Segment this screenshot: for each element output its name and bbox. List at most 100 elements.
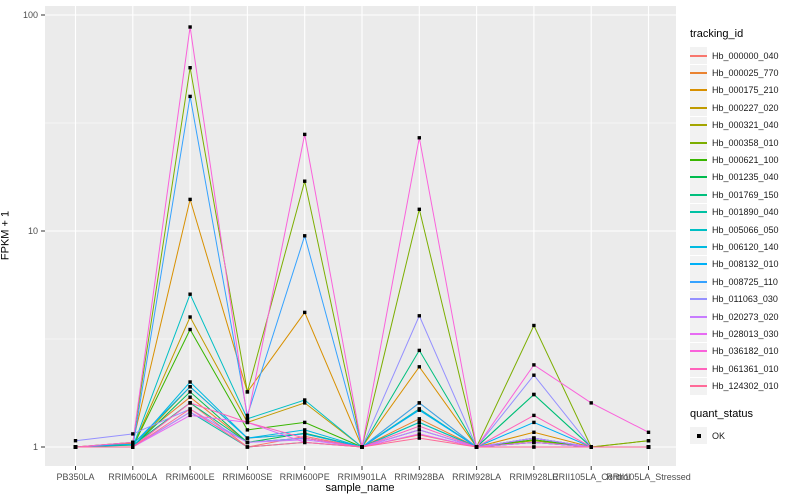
data-point-marker xyxy=(131,445,135,449)
legend-item-label: Hb_036182_010 xyxy=(712,346,779,357)
legend-item-label: Hb_000358_010 xyxy=(712,137,779,148)
series-line-swatch xyxy=(690,315,707,318)
data-point-marker xyxy=(417,420,421,425)
legend-item: Hb_061361_010 xyxy=(690,360,798,378)
y-tick-label: 100 xyxy=(23,10,38,20)
legend-item: Hb_036182_010 xyxy=(690,342,798,360)
x-tick-label: RRIM600SE xyxy=(222,472,272,482)
data-point-marker xyxy=(303,428,307,432)
data-point-marker xyxy=(303,310,307,315)
data-point-marker xyxy=(589,401,593,405)
data-point-marker xyxy=(188,94,192,99)
ok-square-marker-icon xyxy=(696,433,701,438)
legend-item: Hb_005066_050 xyxy=(690,221,798,239)
data-point-marker xyxy=(188,380,192,384)
data-point-marker xyxy=(245,445,250,449)
series-line-swatch xyxy=(690,89,707,92)
legend-key xyxy=(690,116,707,134)
data-point-marker xyxy=(646,445,651,449)
legend-key xyxy=(690,325,707,343)
data-point-marker xyxy=(532,440,536,445)
legend: tracking_id Hb_000000_040 Hb_000025_770 Hb… xyxy=(690,28,798,444)
data-point-marker xyxy=(646,439,651,443)
data-point-marker xyxy=(188,395,192,399)
data-point-marker xyxy=(417,408,421,412)
legend-key xyxy=(690,342,707,360)
legend-key xyxy=(690,427,707,444)
legend-item-label: Hb_000175_210 xyxy=(712,85,779,96)
y-axis-title: FPKM + 1 xyxy=(0,210,12,261)
legend-item: Hb_001890_040 xyxy=(690,203,798,221)
legend-key xyxy=(690,99,707,117)
legend-item: Hb_000227_020 xyxy=(690,99,798,117)
data-point-marker xyxy=(188,390,192,394)
legend-key xyxy=(690,134,707,152)
x-axis-title: sample_name xyxy=(325,482,395,494)
data-point-marker xyxy=(188,401,192,405)
series-line-swatch xyxy=(690,193,707,196)
legend-item-label: Hb_001890_040 xyxy=(712,207,779,218)
x-tick-label: RRIM928LA xyxy=(452,472,501,482)
data-point-marker xyxy=(532,323,536,328)
data-point-marker xyxy=(417,365,421,369)
data-point-marker xyxy=(360,445,364,449)
x-tick-label: RRII105LA_Control xyxy=(552,472,630,482)
data-point-marker xyxy=(131,440,135,445)
legend-key xyxy=(690,273,707,291)
series-line-swatch xyxy=(690,159,707,162)
data-point-marker xyxy=(245,413,250,418)
legend-key xyxy=(690,186,707,204)
data-point-marker xyxy=(303,440,307,445)
legend-quant-items: OK xyxy=(690,427,798,444)
legend-title-tracking-id: tracking_id xyxy=(690,28,744,40)
legend-tracking-items: Hb_000000_040 Hb_000025_770 Hb_000175_210 H… xyxy=(690,47,798,395)
legend-item: Hb_000358_010 xyxy=(690,134,798,152)
x-tick-label: RRII105LA_Stressed xyxy=(606,472,691,482)
data-point-marker xyxy=(532,445,536,449)
series-line-swatch xyxy=(690,332,707,335)
data-point-marker xyxy=(303,132,307,137)
legend-item-label: Hb_000000_040 xyxy=(712,50,779,61)
data-point-marker xyxy=(417,401,421,405)
legend-item-label: Hb_124302_010 xyxy=(712,381,779,392)
data-point-marker xyxy=(532,363,536,367)
data-point-marker xyxy=(188,410,192,414)
data-point-marker xyxy=(188,25,192,29)
legend-key xyxy=(690,151,707,169)
series-line-swatch xyxy=(690,350,707,353)
data-point-marker xyxy=(245,417,250,421)
data-point-marker xyxy=(417,436,421,440)
data-point-marker xyxy=(303,398,307,402)
data-point-marker xyxy=(532,373,536,377)
legend-key xyxy=(690,221,707,239)
legend-item: Hb_011063_030 xyxy=(690,290,798,308)
y-tick-label: 10 xyxy=(28,226,38,236)
data-point-marker xyxy=(188,407,192,411)
series-line-swatch xyxy=(690,298,707,301)
data-point-marker xyxy=(417,207,421,211)
legend-item-label: Hb_001769_150 xyxy=(712,189,779,200)
data-point-marker xyxy=(73,445,78,449)
data-point-marker xyxy=(532,392,536,397)
data-point-marker xyxy=(303,420,307,425)
data-point-marker xyxy=(245,436,250,440)
series-line-swatch xyxy=(690,72,707,75)
legend-key xyxy=(690,308,707,326)
legend-title-quant-status: quant_status xyxy=(690,407,753,420)
legend-item: Hb_028013_030 xyxy=(690,325,798,343)
legend-item-label: Hb_006120_140 xyxy=(712,241,779,252)
data-point-marker xyxy=(131,432,135,436)
data-point-marker xyxy=(532,436,536,440)
legend-item: Hb_008725_110 xyxy=(690,273,798,291)
legend-item-label: Hb_001235_040 xyxy=(712,172,779,183)
data-point-marker xyxy=(303,234,307,238)
legend-item-label: Hb_008132_010 xyxy=(712,259,779,270)
legend-item-label: Hb_028013_030 xyxy=(712,328,779,339)
data-point-marker xyxy=(532,420,536,425)
legend-key xyxy=(690,168,707,186)
legend-key xyxy=(690,64,707,82)
x-tick-label: RRIM600LE xyxy=(166,472,215,482)
data-point-marker xyxy=(188,66,192,70)
